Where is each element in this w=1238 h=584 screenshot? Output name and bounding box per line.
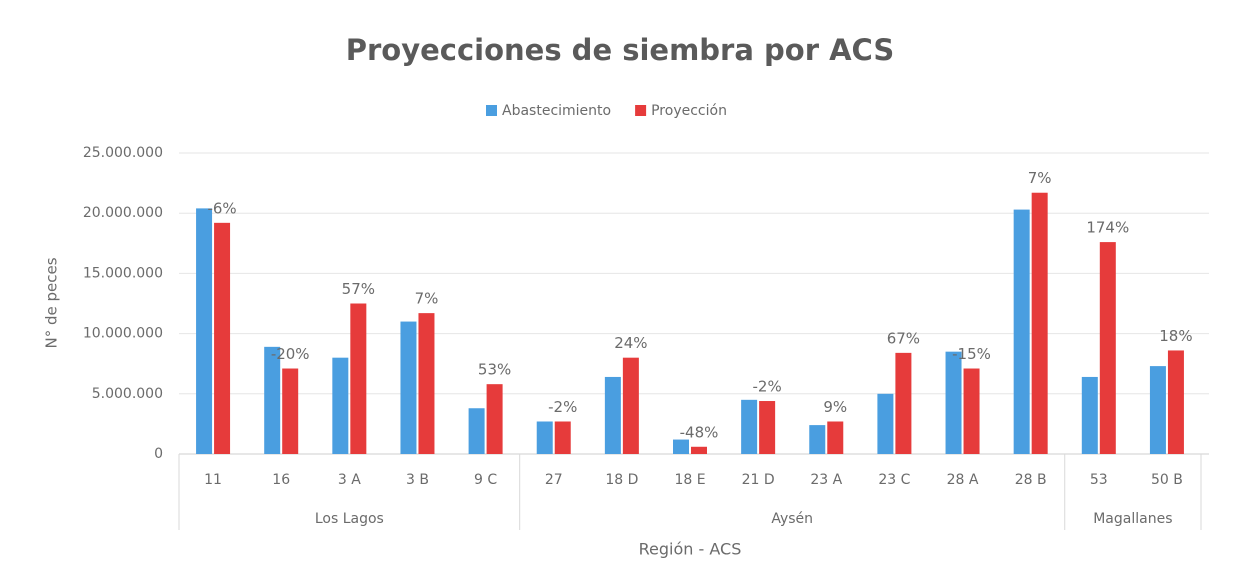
bar — [895, 352, 912, 454]
bar — [468, 408, 485, 454]
x-tick-label: 18 E — [674, 472, 705, 488]
bar — [350, 303, 367, 454]
data-label: 57% — [342, 280, 375, 298]
data-label: 174% — [1086, 219, 1129, 237]
bar — [536, 421, 553, 454]
data-label: 24% — [614, 334, 647, 352]
bar — [963, 368, 980, 454]
y-tick-label: 20.000.000 — [83, 205, 163, 221]
legend-label: Abastecimiento — [502, 103, 611, 119]
x-tick-label: 9 C — [474, 472, 497, 488]
bar — [809, 425, 826, 454]
bar — [1149, 366, 1166, 454]
y-axis-title: N° de peces — [43, 257, 61, 348]
data-label: 53% — [478, 361, 511, 379]
x-tick-label: 23 A — [810, 472, 842, 488]
bar — [418, 313, 435, 454]
bar — [554, 421, 571, 454]
bar — [945, 351, 962, 454]
x-tick-label: 27 — [545, 472, 563, 488]
x-tick-label: 11 — [204, 472, 222, 488]
bar — [673, 439, 689, 454]
bar — [1013, 209, 1030, 454]
bar — [400, 321, 417, 454]
data-label: -20% — [271, 345, 310, 363]
bar — [827, 421, 844, 454]
bar — [691, 446, 707, 454]
x-tick-label: 3 A — [338, 472, 361, 488]
bar — [486, 384, 503, 454]
data-label: 7% — [1028, 169, 1052, 187]
y-tick-label: 25.000.000 — [83, 145, 163, 161]
bar — [1167, 350, 1184, 454]
bar — [1031, 192, 1048, 454]
x-tick-label: 53 — [1090, 472, 1108, 488]
data-label: -48% — [680, 423, 719, 441]
x-tick-label: 23 C — [878, 472, 910, 488]
group-label: Aysén — [771, 511, 813, 527]
legend-label: Proyección — [651, 103, 727, 119]
data-label: 18% — [1159, 327, 1192, 345]
x-tick-label: 3 B — [406, 472, 429, 488]
x-axis-title: Región - ACS — [639, 540, 742, 559]
chart-title: Proyecciones de siembra por ACS — [346, 33, 895, 67]
legend-swatch — [486, 105, 497, 116]
x-tick-label: 28 A — [947, 472, 979, 488]
bar — [1099, 242, 1116, 454]
y-tick-label: 5.000.000 — [92, 386, 163, 402]
bar — [214, 222, 231, 454]
data-label: -2% — [548, 398, 577, 416]
bar — [196, 208, 213, 454]
bar — [877, 393, 894, 454]
y-tick-label: 15.000.000 — [83, 265, 163, 281]
bar — [282, 368, 299, 454]
data-label: -2% — [753, 378, 782, 396]
data-label: 7% — [415, 290, 439, 308]
bar — [264, 346, 281, 454]
group-label: Los Lagos — [315, 511, 384, 527]
y-tick-label: 10.000.000 — [83, 326, 163, 342]
data-label: -15% — [952, 345, 991, 363]
bar — [759, 401, 776, 454]
data-label: -6% — [207, 199, 236, 217]
x-tick-label: 21 D — [742, 472, 775, 488]
bar — [1081, 376, 1098, 454]
group-label: Magallanes — [1093, 511, 1172, 527]
x-tick-label: 28 B — [1015, 472, 1047, 488]
bar — [332, 357, 349, 454]
bar — [604, 376, 621, 454]
x-tick-label: 16 — [272, 472, 290, 488]
bar — [741, 399, 758, 454]
legend-swatch — [635, 105, 647, 116]
x-tick-label: 50 B — [1151, 472, 1183, 488]
x-tick-label: 18 D — [605, 472, 638, 488]
bar — [622, 357, 639, 454]
y-tick-label: 0 — [154, 446, 163, 462]
data-label: 9% — [823, 398, 847, 416]
data-label: 67% — [887, 329, 920, 347]
